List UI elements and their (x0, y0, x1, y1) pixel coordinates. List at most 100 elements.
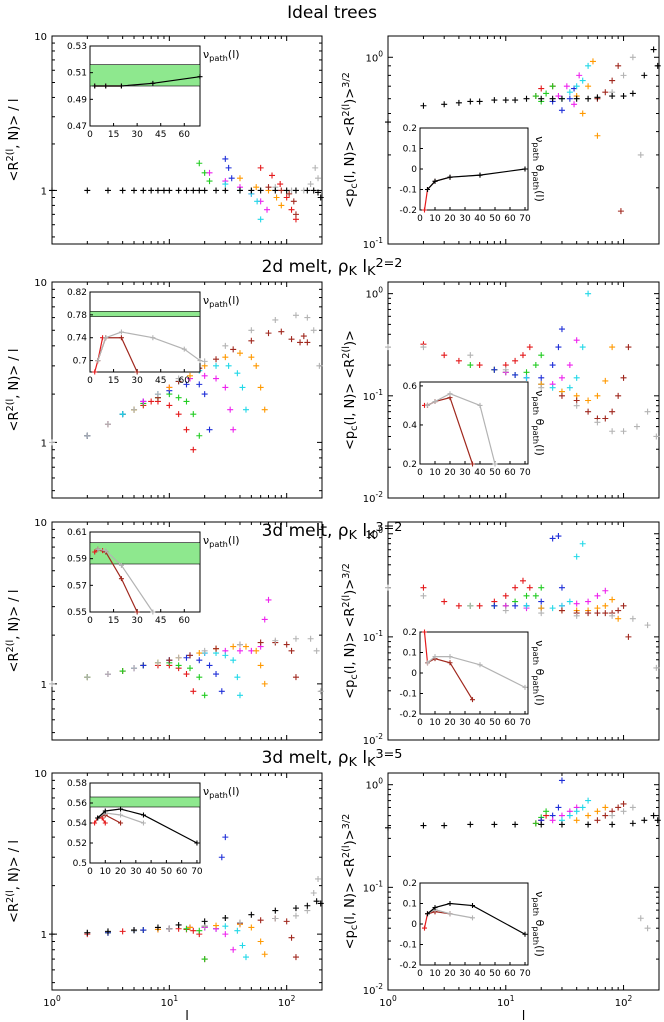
data-point (573, 600, 580, 607)
data-point (579, 344, 586, 351)
data-point (248, 354, 255, 361)
inset-label: νpath θpath(l) (531, 891, 546, 957)
y-tick-label: 1 (41, 186, 47, 197)
text-part: -1 (376, 629, 384, 638)
data-point (119, 668, 126, 675)
data-point (620, 808, 627, 815)
data-point (523, 95, 530, 102)
text-part: c (349, 925, 360, 930)
inset-x-tick-label: 70 (519, 969, 531, 979)
text-part: )> (343, 829, 358, 845)
data-point (213, 922, 220, 929)
data-point (175, 921, 182, 928)
data-point (420, 102, 427, 109)
y-tick-label: 10-2 (363, 732, 383, 747)
text-part: , N)> / l (7, 590, 22, 640)
inset-x-tick-label: 40 (145, 867, 157, 877)
text-part: (l) (533, 694, 546, 706)
data-point (92, 549, 98, 555)
data-point (292, 312, 299, 319)
data-point (617, 208, 624, 215)
data-point (538, 352, 545, 359)
text-part: -1 (376, 388, 384, 397)
inset-x-tick-label: 30 (459, 214, 471, 224)
inset-x-tick-label: 30 (131, 616, 143, 626)
data-point (292, 905, 299, 912)
y-tick-label: 10-1 (363, 388, 383, 403)
data-point (637, 915, 644, 922)
y-tick-label: 1 (41, 680, 47, 691)
data-point (491, 821, 498, 828)
inset-x-tick-label: 50 (161, 867, 173, 877)
data-point (585, 397, 592, 404)
data-point (447, 660, 453, 666)
inset-x-tick-label: 20 (444, 468, 456, 478)
text-part: -1 (376, 236, 384, 245)
data-point (538, 584, 545, 591)
data-point (585, 290, 592, 297)
x-tick-label: 102 (615, 994, 633, 1009)
inset-x-tick-label: 10 (429, 718, 441, 728)
text-part: -2 (376, 732, 384, 741)
y-tick-label: 100 (365, 526, 383, 541)
text-part: 2(l (341, 346, 352, 359)
text-part: <p (343, 930, 358, 949)
text-part: path (209, 299, 228, 309)
text-part: c (349, 425, 360, 430)
data-point (422, 629, 427, 635)
text-part: 3d melt, ρ (262, 748, 349, 768)
inset-x-tick-label: 20 (115, 867, 127, 877)
inset-frame (89, 291, 201, 373)
data-point (467, 352, 474, 359)
y-tick-label: 10 (34, 32, 47, 43)
text-part: (l, N)> <R (343, 858, 358, 925)
data-point (206, 426, 213, 433)
data-point (573, 553, 580, 560)
inset-series-line (97, 331, 201, 362)
data-point (615, 392, 622, 399)
data-point (615, 804, 622, 811)
reference-band (89, 796, 201, 808)
data-point (222, 923, 229, 930)
data-point (447, 174, 453, 180)
data-point (573, 83, 580, 90)
data-point (447, 911, 453, 917)
data-point (92, 83, 98, 89)
text-part: K (349, 264, 358, 279)
data-point (573, 374, 580, 381)
text-part: (l) (228, 534, 240, 547)
text-part: path (531, 142, 541, 161)
data-point (236, 692, 243, 699)
data-point (84, 187, 91, 194)
data-point (261, 680, 268, 687)
data-point (467, 98, 474, 105)
data-point (194, 840, 200, 846)
data-point (272, 187, 279, 194)
data-point (104, 421, 111, 428)
data-point (576, 72, 583, 79)
data-point (242, 406, 249, 413)
data-point (558, 107, 565, 114)
inset-y-tick-label: -0.1 (399, 690, 417, 700)
text-part: K (367, 264, 376, 279)
data-point (532, 362, 539, 369)
text-part: <R (7, 162, 22, 182)
text-part: θ (533, 665, 546, 675)
inset-x-tick-label: 45 (155, 376, 166, 386)
data-point (297, 339, 304, 346)
data-point (470, 903, 475, 909)
data-point (187, 372, 194, 379)
data-point (183, 426, 190, 433)
inset-y-tick-label: -0.2 (399, 710, 417, 720)
data-point (292, 912, 299, 919)
data-point (213, 362, 220, 369)
data-point (385, 344, 391, 351)
data-point (310, 187, 317, 194)
data-point (470, 697, 475, 703)
inset-x-tick-label: 10 (429, 214, 441, 224)
data-point (236, 641, 243, 648)
text-part: l (185, 1009, 189, 1022)
text-part: path (531, 171, 541, 190)
